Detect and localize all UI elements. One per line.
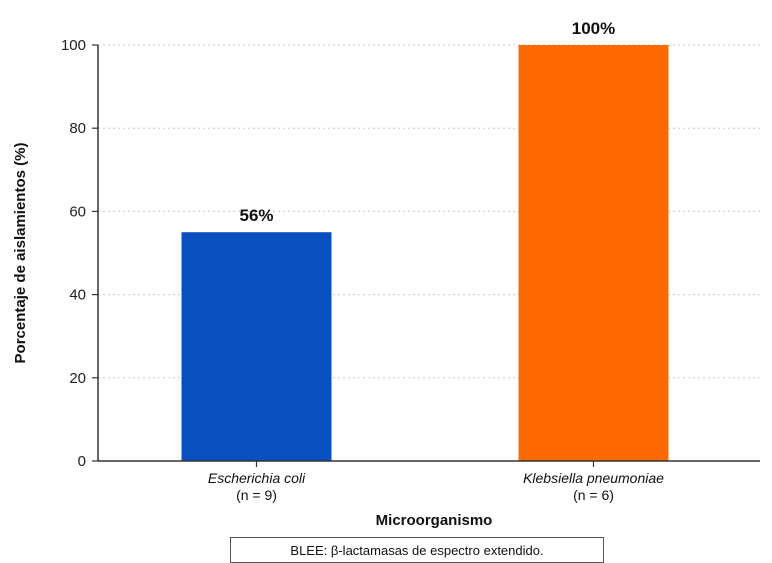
y-tick-label: 0 xyxy=(78,453,86,470)
y-tick-label: 20 xyxy=(69,370,86,387)
bars xyxy=(181,45,669,461)
y-ticks: 0 20 40 60 80 100 xyxy=(61,37,98,470)
bar-chart: 0 20 40 60 80 100 Escherichia coli(n = 9) Kleb… xyxy=(12,19,760,529)
bar-value-label: 56% xyxy=(239,206,273,225)
bar-value-label: 100% xyxy=(572,19,615,38)
y-tick-label: 80 xyxy=(69,120,86,137)
x-category-count: (n = 9) xyxy=(236,487,277,503)
y-tick-label: 60 xyxy=(69,203,86,220)
footnote-box: BLEE: β-lactamasas de espectro extendido… xyxy=(230,537,604,563)
x-category-label: Escherichia coli xyxy=(208,470,306,486)
x-category-label: Klebsiella pneumoniae xyxy=(523,470,664,486)
bar-1 xyxy=(181,232,332,461)
y-tick-label: 40 xyxy=(69,287,86,304)
bar-2 xyxy=(518,45,669,461)
bar-value-labels: 56% 100% xyxy=(239,19,615,225)
y-axis-title: Porcentaje de aislamientos (%) xyxy=(12,143,29,364)
footnote-text: BLEE: β-lactamasas de espectro extendido… xyxy=(290,542,544,558)
x-axis-title: Microorganismo xyxy=(376,512,493,529)
x-category-count: (n = 6) xyxy=(573,487,614,503)
x-categories: Escherichia coli(n = 9) Klebsiella pneumo… xyxy=(208,461,664,503)
y-tick-label: 100 xyxy=(61,37,86,54)
